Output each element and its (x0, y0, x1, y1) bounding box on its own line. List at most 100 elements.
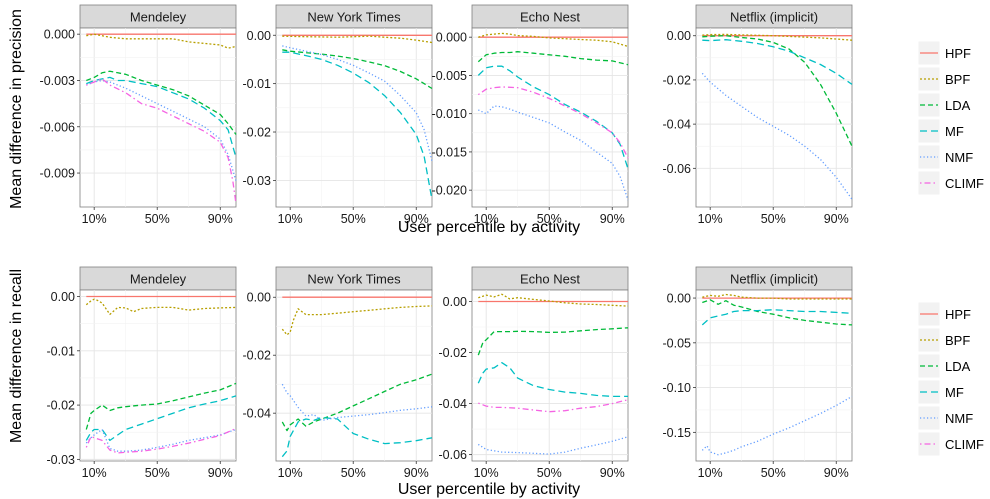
panel-0: Mendeley 0.000 -0.003 -0.006 -0.009 10% 50% 90% (40, 4, 237, 226)
legend-key-bg (917, 144, 941, 170)
panel-title: New York Times (307, 272, 401, 287)
y-tick-label: -0.02 (47, 399, 76, 413)
panel-title: Mendeley (130, 10, 187, 25)
x-tick-label: 90% (600, 212, 625, 226)
y-tick-label: -0.009 (40, 167, 75, 181)
row-ylabel-precision: Mean difference in precision (8, 9, 25, 209)
series-line-nmf (701, 72, 853, 200)
panel-title: Netflix (implicit) (730, 272, 818, 287)
panel-background (79, 289, 237, 462)
legend-label: LDA (945, 98, 971, 113)
y-tick-label: -0.02 (243, 126, 272, 140)
x-tick-label: 50% (537, 466, 562, 480)
panel-background (471, 289, 629, 462)
x-tick-label: 90% (824, 466, 849, 480)
x-tick-label: 90% (600, 466, 625, 480)
legend-label: HPF (945, 46, 971, 61)
y-tick-label: -0.06 (663, 162, 692, 176)
y-tick-label: -0.10 (663, 381, 692, 395)
x-tick-label: 50% (537, 212, 562, 226)
series-line-lda (86, 70, 237, 135)
y-tick-label: -0.020 (432, 184, 467, 198)
x-tick-label: 10% (474, 466, 499, 480)
panel-7: Netflix (implicit) 0.00 -0.05 -0.10 -0.15 10%… (663, 266, 853, 480)
panel-title: Echo Nest (520, 10, 580, 25)
series-line-lda (281, 373, 433, 432)
x-tick-label: 50% (145, 212, 170, 226)
series-line-mf (85, 395, 237, 442)
series-line-bpf (478, 32, 629, 48)
series-line-climf (86, 78, 237, 204)
legend-label: CLIMF (945, 176, 984, 191)
series-line-lda (702, 299, 853, 326)
legend-recall: HPF BPF LDA MF NMF CLIMF (917, 297, 986, 457)
y-tick-label: -0.01 (47, 344, 76, 358)
panels-layer: Mendeley 0.000 -0.003 -0.006 -0.009 10% 50% 90%… (40, 4, 853, 480)
series-line-nmf (701, 395, 853, 456)
legend-label: MF (945, 124, 964, 139)
y-tick-label: 0.00 (667, 292, 691, 306)
x-tick-label: 10% (278, 212, 303, 226)
y-tick-label: -0.02 (243, 349, 272, 363)
series-line-bpf (702, 293, 852, 300)
panel-background (275, 27, 433, 208)
series-line-mf (702, 39, 853, 85)
panel-title: Echo Nest (520, 272, 580, 287)
y-tick-label: -0.01 (243, 77, 272, 91)
xlabel-bottom: User percentile by activity (398, 481, 580, 498)
x-tick-label: 90% (208, 466, 233, 480)
y-tick-label: -0.015 (432, 145, 467, 159)
y-tick-label: -0.04 (663, 118, 692, 132)
legend-label: MF (945, 385, 964, 400)
panel-4: Mendeley 0.00 -0.01 -0.02 -0.03 10% 50% 90% (47, 266, 237, 480)
panel-background (695, 289, 853, 462)
y-tick-label: -0.04 (439, 397, 468, 411)
legend-key-bg (917, 405, 941, 431)
y-tick-label: -0.05 (663, 336, 692, 350)
row-ylabel-recall: Mean difference in recall (8, 269, 25, 443)
panel-background (79, 27, 237, 208)
y-tick-label: 0.00 (247, 291, 271, 305)
y-tick-label: -0.010 (432, 107, 467, 121)
y-tick-label: 0.00 (51, 290, 75, 304)
y-tick-label: 0.00 (667, 29, 691, 43)
panel-2: Echo Nest 0.000 -0.005 -0.010 -0.015 -0.020 10… (432, 4, 629, 226)
x-tick-label: 50% (145, 466, 170, 480)
x-tick-label: 10% (474, 212, 499, 226)
legend-key-bg (917, 379, 941, 405)
x-tick-label: 90% (824, 212, 849, 226)
legend-label: NMF (945, 150, 973, 165)
y-tick-label: 0.00 (247, 29, 271, 43)
legend-label: NMF (945, 411, 973, 426)
panel-title: New York Times (307, 10, 401, 25)
legend-label: BPF (945, 72, 970, 87)
series-line-bpf (281, 305, 433, 336)
series-line-climf (85, 427, 237, 454)
x-tick-label: 50% (341, 212, 366, 226)
legend-label: HPF (945, 307, 971, 322)
legend-key-bg (917, 118, 941, 144)
x-tick-label: 10% (698, 212, 723, 226)
series-line-mf (477, 362, 628, 398)
y-tick-label: -0.02 (439, 346, 468, 360)
y-tick-label: -0.15 (663, 426, 692, 440)
x-tick-label: 50% (341, 466, 366, 480)
panel-3: Netflix (implicit) 0.00 -0.02 -0.04 -0.06 10%… (663, 4, 853, 226)
series-line-nmf (282, 45, 433, 162)
panel-background (695, 27, 853, 208)
series-line-mf (281, 416, 433, 458)
series-line-climf (477, 86, 629, 159)
y-tick-label: -0.04 (243, 407, 272, 421)
y-tick-label: 0.00 (443, 295, 467, 309)
y-tick-label: -0.006 (40, 120, 75, 134)
series-line-climf (478, 399, 629, 413)
series-line-nmf (478, 105, 629, 201)
panel-title: Mendeley (130, 272, 187, 287)
series-line-mf (282, 51, 433, 200)
series-line-lda (477, 327, 629, 356)
series-line-bpf (86, 33, 237, 49)
series-line-lda (85, 382, 237, 430)
panel-background (471, 27, 629, 208)
series-line-nmf (477, 436, 629, 455)
